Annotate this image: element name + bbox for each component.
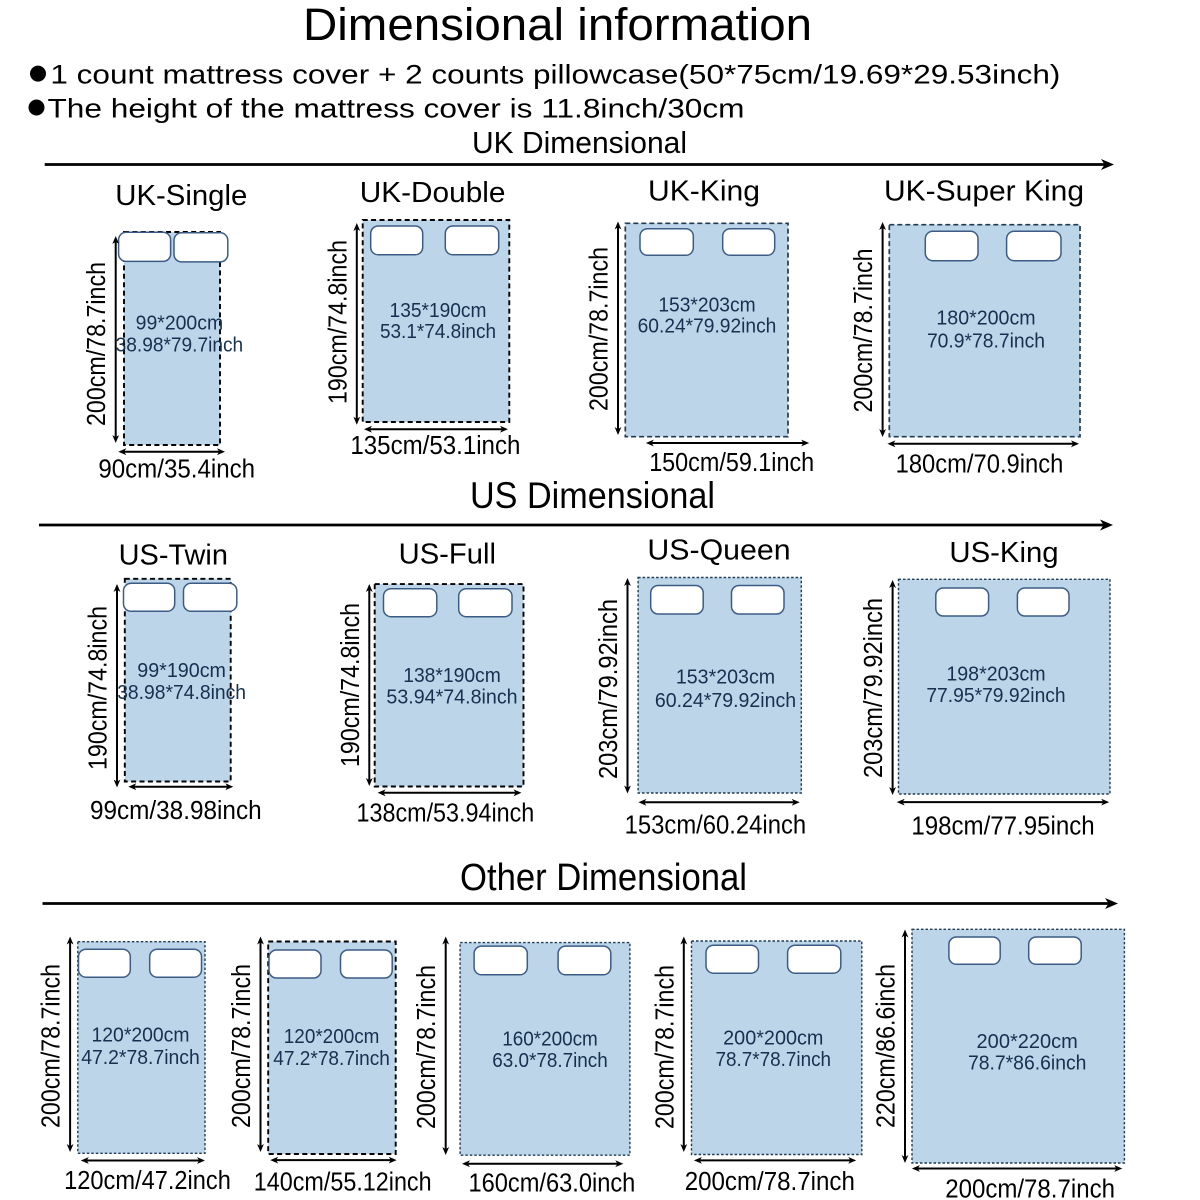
svg-text:180*200cm: 180*200cm	[936, 307, 1035, 330]
svg-text:The height of the mattress cov: The height of the mattress cover is 11.8…	[48, 94, 745, 124]
svg-text:70.9*78.7inch: 70.9*78.7inch	[927, 329, 1045, 352]
svg-text:US Dimensional: US Dimensional	[470, 475, 715, 516]
svg-text:78.7*86.6inch: 78.7*86.6inch	[968, 1052, 1087, 1075]
svg-text:US-Full: US-Full	[399, 538, 496, 570]
svg-text:190cm/74.8inch: 190cm/74.8inch	[324, 240, 352, 404]
svg-text:1 count mattress cover + 2 cou: 1 count mattress cover + 2 counts pillow…	[50, 59, 1060, 89]
svg-text:99cm/38.98inch: 99cm/38.98inch	[90, 797, 262, 825]
svg-text:200cm/78.7inch: 200cm/78.7inch	[586, 247, 614, 411]
svg-text:180cm/70.9inch: 180cm/70.9inch	[896, 451, 1064, 479]
svg-text:UK-Super King: UK-Super King	[884, 176, 1084, 208]
svg-text:200cm/78.7inch: 200cm/78.7inch	[850, 249, 878, 413]
svg-text:203cm/79.92inch: 203cm/79.92inch	[595, 599, 623, 779]
svg-text:99*200cm: 99*200cm	[136, 311, 224, 334]
svg-text:160*200cm: 160*200cm	[502, 1028, 598, 1051]
svg-text:140cm/55.12inch: 140cm/55.12inch	[254, 1169, 432, 1197]
svg-text:200cm/78.7inch: 200cm/78.7inch	[945, 1176, 1115, 1200]
svg-text:153cm/60.24inch: 153cm/60.24inch	[625, 812, 807, 840]
svg-text:153*203cm: 153*203cm	[676, 666, 775, 689]
svg-text:198*203cm: 198*203cm	[946, 663, 1045, 686]
svg-text:120*200cm: 120*200cm	[92, 1024, 190, 1047]
svg-text:US-Queen: US-Queen	[647, 534, 790, 566]
svg-text:200cm/78.7inch: 200cm/78.7inch	[685, 1168, 855, 1196]
svg-text:99*190cm: 99*190cm	[137, 659, 226, 682]
svg-text:200*220cm: 200*220cm	[977, 1030, 1078, 1053]
svg-text:47.2*78.7inch: 47.2*78.7inch	[81, 1046, 200, 1069]
svg-text:203cm/79.92inch: 203cm/79.92inch	[860, 598, 888, 778]
svg-text:138*190cm: 138*190cm	[403, 664, 501, 687]
svg-text:63.0*78.7inch: 63.0*78.7inch	[492, 1049, 608, 1072]
svg-text:60.24*79.92inch: 60.24*79.92inch	[638, 315, 777, 338]
svg-text:160cm/63.0inch: 160cm/63.0inch	[468, 1170, 635, 1198]
svg-text:150cm/59.1inch: 150cm/59.1inch	[649, 449, 814, 477]
svg-text:153*203cm: 153*203cm	[658, 294, 755, 317]
svg-text:53.94*74.8inch: 53.94*74.8inch	[386, 685, 517, 708]
svg-text:UK-King: UK-King	[648, 176, 760, 208]
svg-text:60.24*79.92inch: 60.24*79.92inch	[655, 689, 796, 712]
svg-text:200cm/78.7inch: 200cm/78.7inch	[38, 964, 66, 1128]
svg-text:135cm/53.1inch: 135cm/53.1inch	[350, 432, 520, 460]
svg-text:198cm/77.95inch: 198cm/77.95inch	[911, 813, 1094, 841]
svg-text:53.1*74.8inch: 53.1*74.8inch	[380, 320, 496, 343]
svg-text:190cm/74.8inch: 190cm/74.8inch	[85, 606, 113, 770]
svg-text:138cm/53.94inch: 138cm/53.94inch	[357, 799, 535, 827]
svg-text:US-King: US-King	[949, 537, 1058, 569]
svg-text:120*200cm: 120*200cm	[284, 1025, 380, 1048]
svg-text:UK-Double: UK-Double	[360, 177, 506, 209]
svg-text:47.2*78.7inch: 47.2*78.7inch	[273, 1047, 390, 1070]
svg-text:200*200cm: 200*200cm	[723, 1027, 823, 1050]
svg-text:UK Dimensional: UK Dimensional	[472, 125, 687, 160]
svg-text:78.7*78.7inch: 78.7*78.7inch	[716, 1048, 832, 1071]
svg-text:200cm/78.7inch: 200cm/78.7inch	[651, 965, 679, 1129]
svg-text:77.95*79.92inch: 77.95*79.92inch	[926, 684, 1065, 707]
svg-text:135*190cm: 135*190cm	[390, 299, 487, 322]
svg-text:190cm/74.8inch: 190cm/74.8inch	[337, 603, 365, 767]
svg-text:90cm/35.4inch: 90cm/35.4inch	[98, 456, 255, 484]
svg-text:220cm/86.6inch: 220cm/86.6inch	[873, 964, 901, 1128]
svg-text:120cm/47.2inch: 120cm/47.2inch	[64, 1167, 231, 1195]
svg-text:200cm/78.7inch: 200cm/78.7inch	[413, 965, 441, 1129]
svg-text:38.98*74.8inch: 38.98*74.8inch	[117, 681, 246, 704]
svg-text:200cm/78.7inch: 200cm/78.7inch	[83, 262, 111, 426]
svg-text:US-Twin: US-Twin	[119, 540, 228, 572]
svg-text:38.98*79.7inch: 38.98*79.7inch	[116, 333, 244, 356]
svg-text:200cm/78.7inch: 200cm/78.7inch	[228, 964, 256, 1128]
svg-text:UK-Single: UK-Single	[115, 180, 247, 212]
svg-text:Other Dimensional: Other Dimensional	[460, 857, 747, 899]
svg-text:Dimensional information: Dimensional information	[303, 0, 812, 50]
